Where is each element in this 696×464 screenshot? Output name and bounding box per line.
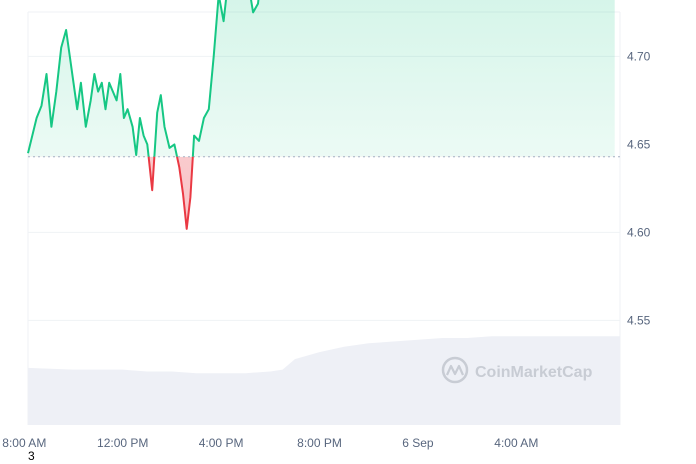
volume-fill xyxy=(28,336,620,425)
y-tick-label: 4.55 xyxy=(627,313,651,327)
x-tick-label: 4:00 AM xyxy=(494,436,538,450)
price-area xyxy=(28,0,615,229)
y-tick-label: 4.60 xyxy=(627,225,651,239)
footnote: 3 xyxy=(28,449,35,463)
x-tick-label: 8:00 PM xyxy=(297,436,342,450)
x-axis: 8:00 AM 12:00 PM 4:00 PM 8:00 PM 6 Sep 4:00 A… xyxy=(2,436,538,450)
price-line xyxy=(27,0,260,230)
x-tick-label: 12:00 PM xyxy=(97,436,148,450)
y-axis: 4.554.604.654.704.754.804.854.90 xyxy=(627,49,651,327)
y-tick-label: 4.65 xyxy=(627,137,651,151)
price-line-up xyxy=(27,0,260,157)
area-below-baseline xyxy=(148,156,193,229)
x-tick-label: 6 Sep xyxy=(402,436,434,450)
x-tick-label: 8:00 AM xyxy=(2,436,46,450)
coinmarketcap-logo-icon xyxy=(441,356,469,384)
coinmarketcap-watermark: CoinMarketCap xyxy=(441,356,593,384)
y-tick-label: 4.70 xyxy=(627,49,651,63)
watermark-text: CoinMarketCap xyxy=(475,364,593,381)
x-tick-label: 4:00 PM xyxy=(199,436,244,450)
area-above-baseline xyxy=(28,0,615,157)
volume-area xyxy=(28,336,620,425)
